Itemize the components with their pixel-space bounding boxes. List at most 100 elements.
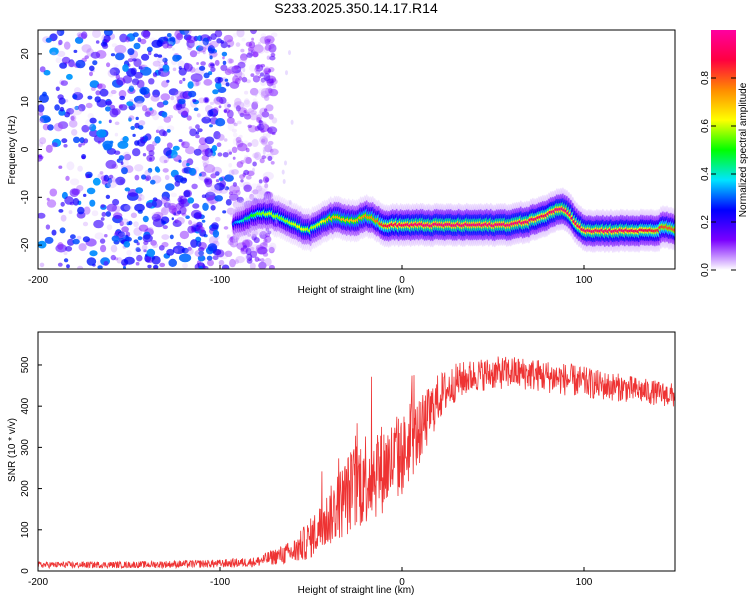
noise-speckle	[260, 63, 266, 68]
noise-speckle	[244, 111, 250, 117]
noise-speckle	[123, 256, 135, 265]
noise-speckle	[224, 68, 232, 76]
noise-speckle	[168, 41, 174, 46]
colorbar: 0.0 0.2 0.4 0.6 0.8 Normalized spectral ampl…	[700, 30, 749, 277]
noise-speckle	[126, 101, 134, 107]
noise-speckle	[189, 128, 197, 137]
noise-speckle	[226, 109, 234, 119]
noise-speckle	[203, 79, 213, 86]
noise-speckle	[227, 238, 235, 246]
noise-speckle	[217, 133, 225, 141]
noise-speckle	[185, 215, 190, 219]
noise-speckle	[251, 101, 259, 110]
noise-speckle	[59, 106, 65, 112]
noise-speckle	[60, 80, 68, 86]
spectrogram-y-tick-label: -10	[20, 190, 31, 205]
noise-speckle	[122, 136, 129, 143]
stray-speckle	[249, 224, 253, 230]
noise-speckle	[198, 266, 204, 269]
noise-speckle	[153, 53, 159, 58]
noise-speckle	[65, 175, 70, 181]
noise-speckle	[135, 187, 144, 194]
noise-speckle	[72, 238, 80, 245]
stray-speckle	[266, 43, 270, 49]
noise-speckle	[235, 42, 241, 47]
noise-speckle	[63, 258, 69, 263]
noise-speckle	[55, 57, 62, 64]
noise-speckle	[78, 104, 86, 112]
noise-speckle	[114, 121, 120, 126]
noise-speckle	[69, 178, 80, 186]
noise-speckle	[209, 124, 213, 128]
snr-y-tick-label: 200	[20, 480, 31, 497]
colorbar-tick-label: 0.8	[700, 71, 711, 85]
noise-speckle	[142, 30, 151, 39]
noise-speckle	[92, 177, 101, 186]
noise-speckle	[269, 148, 279, 156]
noise-speckle	[256, 64, 261, 70]
noise-speckle	[267, 155, 273, 161]
noise-speckle	[115, 52, 125, 61]
noise-speckle	[207, 45, 215, 54]
noise-speckle	[260, 33, 267, 39]
noise-speckle	[110, 53, 116, 57]
noise-speckle	[89, 117, 97, 124]
noise-speckle	[223, 226, 229, 230]
noise-speckle	[114, 64, 119, 68]
noise-speckle	[134, 122, 140, 129]
noise-speckle	[244, 254, 251, 261]
noise-speckle	[231, 146, 238, 153]
noise-speckle	[63, 41, 71, 50]
noise-speckle	[252, 161, 257, 167]
noise-speckle	[138, 66, 143, 70]
noise-speckle	[146, 248, 156, 257]
noise-speckle	[252, 75, 260, 83]
noise-speckle	[249, 246, 255, 251]
noise-speckle	[213, 96, 222, 104]
noise-speckle	[251, 37, 255, 41]
noise-speckle	[95, 90, 101, 96]
noise-speckle	[221, 264, 230, 269]
stray-speckle	[241, 201, 245, 207]
colorbar-tick-label: 0.0	[700, 263, 711, 277]
stray-speckle	[288, 50, 291, 56]
noise-speckle	[108, 174, 114, 179]
noise-speckle	[101, 211, 107, 217]
noise-speckle	[263, 238, 268, 243]
noise-speckle	[60, 214, 67, 222]
noise-speckle	[208, 236, 219, 245]
noise-speckle	[118, 90, 127, 98]
noise-speckle	[240, 160, 245, 165]
noise-speckle	[198, 250, 204, 256]
noise-speckle	[38, 111, 44, 117]
noise-speckle	[98, 120, 102, 124]
noise-speckle	[229, 193, 239, 201]
noise-speckle	[250, 183, 258, 190]
noise-speckle	[57, 121, 69, 129]
noise-speckle	[168, 258, 177, 267]
stray-speckle	[290, 119, 294, 125]
noise-speckle	[128, 220, 133, 226]
noise-speckle	[45, 144, 53, 153]
noise-speckle	[195, 45, 204, 52]
noise-speckle	[229, 184, 240, 194]
colorbar-tick-label: 0.6	[700, 119, 711, 133]
noise-speckle	[70, 115, 77, 122]
noise-speckle	[227, 58, 233, 64]
noise-speckle	[100, 204, 106, 208]
noise-speckle	[208, 62, 216, 69]
noise-speckle	[249, 262, 256, 269]
noise-speckle	[162, 225, 168, 230]
noise-speckle	[128, 117, 132, 122]
noise-speckle	[240, 53, 248, 61]
noise-speckle	[198, 40, 208, 49]
snr-y-tick-label: 300	[20, 439, 31, 456]
spectrogram-x-tick-label: -100	[210, 275, 230, 286]
noise-speckle	[198, 97, 206, 104]
noise-speckle	[248, 41, 256, 49]
noise-speckle	[260, 90, 269, 99]
noise-speckle	[187, 90, 197, 98]
noise-speckle	[71, 188, 81, 196]
noise-speckle	[166, 33, 172, 38]
